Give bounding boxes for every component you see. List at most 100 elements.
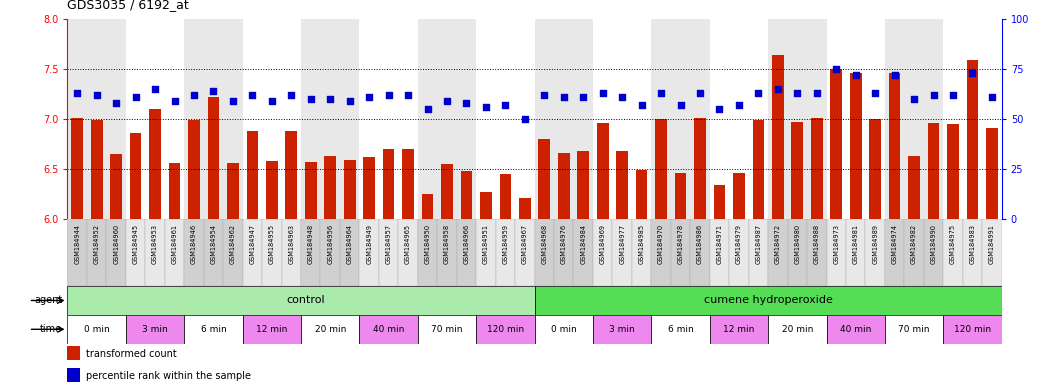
Bar bbox=[476, 219, 495, 286]
Point bbox=[206, 88, 222, 94]
Point bbox=[517, 116, 534, 122]
Point bbox=[613, 94, 630, 100]
Text: 6 min: 6 min bbox=[200, 325, 226, 334]
Bar bbox=[281, 219, 301, 286]
Point bbox=[128, 94, 144, 100]
Text: 3 min: 3 min bbox=[142, 325, 168, 334]
Bar bbox=[495, 19, 515, 219]
Text: GSM184945: GSM184945 bbox=[133, 224, 139, 264]
Bar bbox=[632, 219, 651, 286]
Bar bbox=[165, 219, 184, 286]
Bar bbox=[421, 194, 433, 219]
Bar bbox=[67, 286, 535, 315]
Text: 20 min: 20 min bbox=[782, 325, 813, 334]
Bar bbox=[402, 149, 414, 219]
Text: GSM184973: GSM184973 bbox=[834, 224, 840, 264]
Point bbox=[633, 102, 650, 108]
Point bbox=[711, 106, 728, 112]
Bar bbox=[67, 219, 87, 286]
Bar bbox=[733, 173, 744, 219]
Bar bbox=[457, 19, 476, 219]
Text: GSM184944: GSM184944 bbox=[74, 224, 80, 264]
Text: GSM184968: GSM184968 bbox=[541, 224, 547, 264]
Bar bbox=[67, 19, 87, 219]
Text: cumene hydroperoxide: cumene hydroperoxide bbox=[704, 295, 832, 306]
Bar bbox=[227, 163, 239, 219]
Bar bbox=[437, 219, 457, 286]
Text: GSM184958: GSM184958 bbox=[444, 224, 450, 264]
Point bbox=[750, 90, 767, 96]
Bar bbox=[223, 219, 243, 286]
Point bbox=[322, 96, 338, 102]
Bar bbox=[359, 19, 379, 219]
Bar bbox=[87, 219, 106, 286]
Bar bbox=[301, 315, 359, 344]
Text: GSM184955: GSM184955 bbox=[269, 224, 275, 264]
Bar bbox=[690, 19, 710, 219]
Point bbox=[536, 92, 552, 98]
Bar bbox=[557, 153, 570, 219]
Point bbox=[419, 106, 436, 112]
Bar bbox=[339, 19, 359, 219]
Point bbox=[497, 102, 514, 108]
Bar bbox=[321, 19, 339, 219]
Point bbox=[264, 98, 280, 104]
Bar bbox=[67, 315, 126, 344]
Bar bbox=[145, 219, 165, 286]
Bar bbox=[184, 19, 203, 219]
Text: GSM184952: GSM184952 bbox=[93, 224, 100, 264]
Bar bbox=[635, 170, 648, 219]
Bar bbox=[399, 19, 417, 219]
Bar bbox=[243, 315, 301, 344]
Bar bbox=[577, 151, 589, 219]
Bar bbox=[243, 19, 262, 219]
Bar bbox=[671, 219, 690, 286]
Text: GSM184989: GSM184989 bbox=[872, 224, 878, 264]
Text: 120 min: 120 min bbox=[954, 325, 991, 334]
Bar bbox=[671, 19, 690, 219]
Bar bbox=[593, 19, 612, 219]
Text: GSM184976: GSM184976 bbox=[561, 224, 567, 264]
Bar bbox=[866, 219, 884, 286]
Bar bbox=[573, 219, 593, 286]
Point bbox=[769, 86, 786, 92]
Bar bbox=[339, 219, 359, 286]
Point bbox=[400, 92, 416, 98]
Text: GSM184986: GSM184986 bbox=[696, 224, 703, 264]
Text: GSM184984: GSM184984 bbox=[580, 224, 586, 264]
Bar bbox=[748, 19, 768, 219]
Text: GSM184977: GSM184977 bbox=[619, 224, 625, 264]
Text: GSM184959: GSM184959 bbox=[502, 224, 509, 264]
Text: 70 min: 70 min bbox=[898, 325, 930, 334]
Bar bbox=[768, 315, 826, 344]
Bar bbox=[324, 156, 336, 219]
Bar bbox=[126, 315, 184, 344]
Bar bbox=[535, 19, 554, 219]
Bar bbox=[710, 315, 768, 344]
Bar bbox=[149, 109, 161, 219]
Bar bbox=[457, 219, 476, 286]
Bar bbox=[106, 219, 126, 286]
Bar bbox=[437, 19, 457, 219]
Point bbox=[984, 94, 1001, 100]
Text: GSM184972: GSM184972 bbox=[774, 224, 781, 264]
Bar bbox=[811, 118, 822, 219]
Bar bbox=[344, 160, 355, 219]
Point bbox=[847, 72, 864, 78]
Bar bbox=[884, 19, 904, 219]
Point bbox=[88, 92, 105, 98]
Text: GDS3035 / 6192_at: GDS3035 / 6192_at bbox=[67, 0, 189, 12]
Bar bbox=[168, 163, 181, 219]
Point bbox=[69, 90, 85, 96]
Bar bbox=[126, 19, 145, 219]
Bar bbox=[223, 19, 243, 219]
Bar bbox=[612, 19, 632, 219]
Bar bbox=[184, 219, 203, 286]
Bar bbox=[573, 19, 593, 219]
Text: GSM184951: GSM184951 bbox=[483, 224, 489, 264]
Bar bbox=[110, 154, 122, 219]
Text: transformed count: transformed count bbox=[86, 349, 176, 359]
Bar bbox=[515, 219, 535, 286]
Bar bbox=[807, 19, 826, 219]
Bar bbox=[519, 198, 530, 219]
